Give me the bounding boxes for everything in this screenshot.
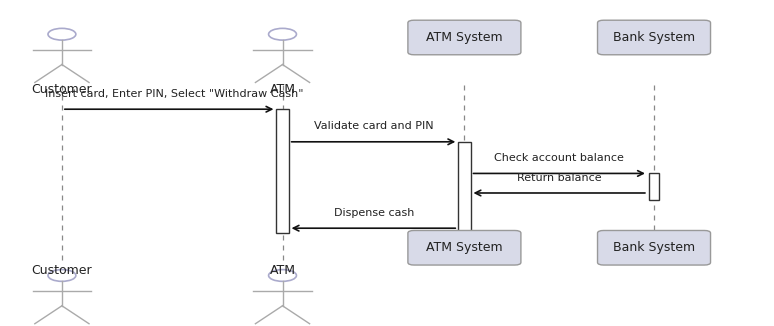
Text: Customer: Customer xyxy=(32,83,92,96)
FancyBboxPatch shape xyxy=(408,20,521,55)
FancyBboxPatch shape xyxy=(598,230,711,265)
Text: Insert card, Enter PIN, Select "Withdraw Cash": Insert card, Enter PIN, Select "Withdraw… xyxy=(45,89,303,99)
Text: Bank System: Bank System xyxy=(613,31,695,44)
Text: Validate card and PIN: Validate card and PIN xyxy=(314,121,433,131)
Text: Return balance: Return balance xyxy=(516,172,601,183)
Bar xyxy=(649,173,659,200)
Text: Check account balance: Check account balance xyxy=(494,153,624,163)
Text: ATM System: ATM System xyxy=(426,31,502,44)
FancyBboxPatch shape xyxy=(408,230,521,265)
Bar xyxy=(276,109,289,233)
Text: Dispense cash: Dispense cash xyxy=(334,208,414,218)
Text: Bank System: Bank System xyxy=(613,241,695,254)
Bar xyxy=(458,142,471,233)
Text: ATM: ATM xyxy=(269,264,296,277)
Text: Customer: Customer xyxy=(32,264,92,277)
FancyBboxPatch shape xyxy=(598,20,711,55)
Text: ATM System: ATM System xyxy=(426,241,502,254)
Text: ATM: ATM xyxy=(269,83,296,96)
